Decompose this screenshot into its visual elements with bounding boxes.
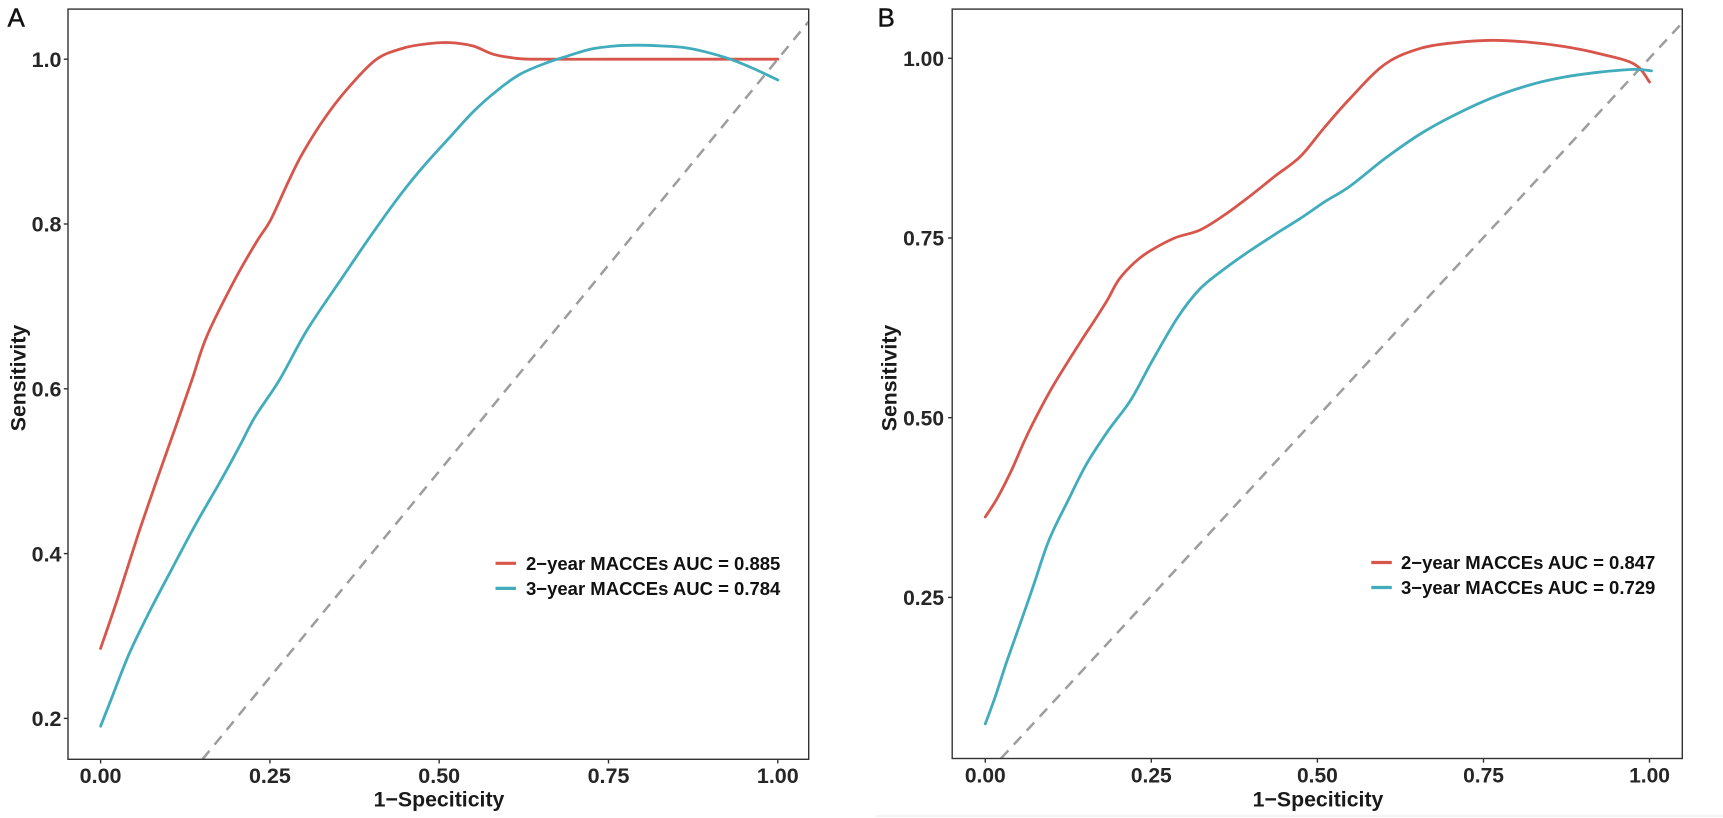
svg-text:3−year MACCEs AUC = 0.729: 3−year MACCEs AUC = 0.729 (1401, 577, 1655, 598)
svg-text:1.0: 1.0 (32, 48, 62, 72)
svg-text:B: B (878, 3, 895, 33)
svg-text:A: A (8, 3, 26, 33)
svg-text:0.00: 0.00 (80, 764, 122, 788)
svg-text:2−year MACCEs AUC = 0.885: 2−year MACCEs AUC = 0.885 (526, 553, 780, 574)
svg-text:0.50: 0.50 (1297, 764, 1338, 787)
svg-text:0.4: 0.4 (32, 542, 62, 566)
svg-text:1−Speciticity: 1−Speciticity (374, 788, 505, 812)
svg-text:0.25: 0.25 (903, 587, 944, 610)
svg-text:0.25: 0.25 (1131, 764, 1172, 787)
svg-text:2−year MACCEs AUC = 0.847: 2−year MACCEs AUC = 0.847 (1401, 552, 1655, 573)
svg-text:1.00: 1.00 (757, 764, 799, 788)
svg-text:0.75: 0.75 (588, 764, 630, 788)
svg-text:1−Speciticity: 1−Speciticity (1253, 788, 1384, 812)
svg-text:1.00: 1.00 (1629, 764, 1670, 787)
svg-text:0.50: 0.50 (418, 764, 460, 788)
svg-text:0.75: 0.75 (1463, 764, 1504, 787)
svg-text:0.8: 0.8 (32, 213, 62, 237)
svg-text:1.00: 1.00 (903, 48, 944, 71)
svg-text:0.00: 0.00 (965, 764, 1006, 787)
svg-text:0.50: 0.50 (903, 407, 944, 430)
svg-text:Sensitivity: Sensitivity (877, 325, 901, 432)
svg-text:0.2: 0.2 (32, 707, 62, 731)
svg-text:Sensitivity: Sensitivity (7, 325, 31, 432)
svg-text:0.75: 0.75 (903, 228, 944, 251)
svg-text:0.6: 0.6 (32, 378, 62, 402)
svg-text:0.25: 0.25 (249, 764, 291, 788)
svg-text:3−year MACCEs AUC = 0.784: 3−year MACCEs AUC = 0.784 (526, 578, 781, 599)
